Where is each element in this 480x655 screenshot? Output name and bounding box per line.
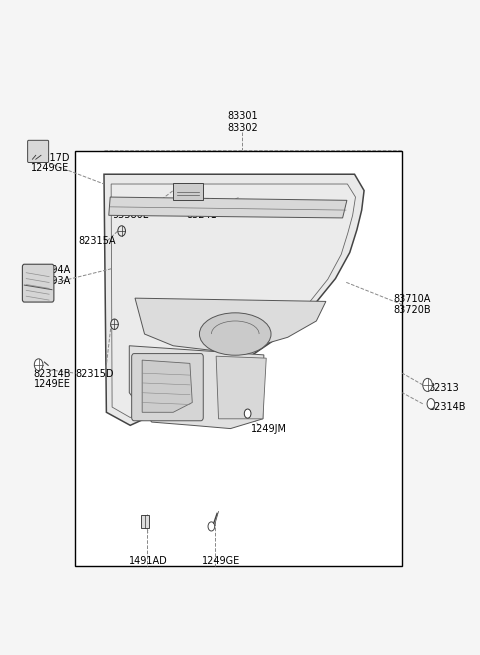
Bar [75, 151, 402, 565]
Circle shape [423, 379, 432, 392]
Text: 82314B: 82314B [34, 369, 72, 379]
Polygon shape [142, 360, 192, 412]
Text: 1249GE: 1249GE [31, 162, 69, 173]
Ellipse shape [199, 313, 271, 355]
Polygon shape [111, 184, 356, 417]
Text: 93580R
93580L: 93580R 93580L [111, 198, 149, 219]
Text: 83231
83241: 83231 83241 [186, 198, 217, 219]
Text: 82317D: 82317D [31, 153, 70, 163]
Text: 83394A
83393A: 83394A 83393A [34, 265, 71, 286]
Circle shape [244, 409, 251, 418]
Text: 1491AD: 1491AD [129, 556, 168, 566]
Circle shape [34, 359, 43, 371]
Polygon shape [129, 346, 264, 428]
Text: 1249GE: 1249GE [202, 556, 240, 566]
FancyBboxPatch shape [132, 354, 203, 421]
Text: 82314B: 82314B [429, 402, 466, 412]
Text: 82315D: 82315D [75, 369, 114, 379]
Text: 1249EE: 1249EE [34, 379, 71, 389]
Bar [141, 515, 149, 528]
Circle shape [111, 319, 118, 329]
Text: 82313: 82313 [429, 383, 459, 392]
FancyBboxPatch shape [28, 140, 48, 162]
Polygon shape [135, 298, 326, 350]
Circle shape [118, 226, 125, 236]
Polygon shape [216, 356, 266, 419]
Text: 83710A
83720B: 83710A 83720B [393, 294, 431, 316]
Text: 82315A: 82315A [78, 236, 116, 246]
Text: 83301
83302: 83301 83302 [227, 111, 258, 133]
FancyBboxPatch shape [23, 264, 54, 302]
Text: 1249JM: 1249JM [251, 424, 287, 434]
Polygon shape [109, 197, 347, 218]
Circle shape [427, 399, 435, 409]
Bar [173, 183, 203, 200]
Polygon shape [104, 174, 364, 425]
Circle shape [208, 522, 215, 531]
